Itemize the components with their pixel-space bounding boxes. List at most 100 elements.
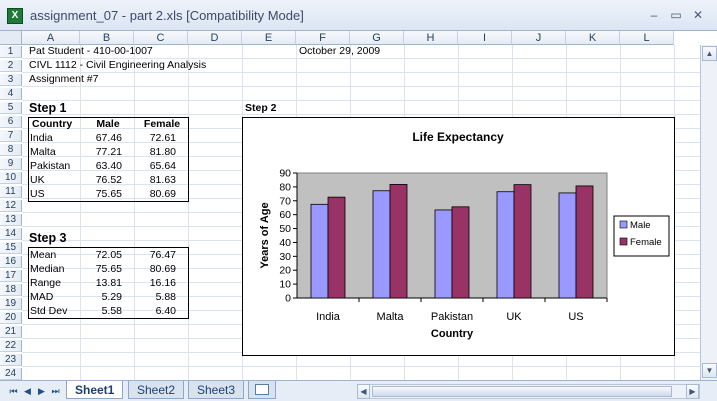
row-header-22[interactable]: 22 — [0, 340, 22, 352]
step1-header-country[interactable]: Country — [32, 118, 73, 130]
scroll-right-button[interactable]: ▶ — [686, 384, 699, 399]
column-header-k[interactable]: K — [566, 31, 620, 45]
row-header-8[interactable]: 8 — [0, 144, 22, 156]
horizontal-scrollbar[interactable]: ◀ ▶ — [357, 384, 700, 399]
tab-sheet3[interactable]: Sheet3 — [188, 381, 245, 399]
step1-row-male-cell[interactable]: 67.46 — [95, 132, 122, 144]
row-header-7[interactable]: 7 — [0, 130, 22, 142]
step3-row-label-cell[interactable]: Std Dev — [30, 305, 68, 317]
row-header-14[interactable]: 14 — [0, 228, 22, 240]
tab-sheet1[interactable]: Sheet1 — [66, 381, 124, 399]
row-header-18[interactable]: 18 — [0, 284, 22, 296]
scroll-left-button[interactable]: ◀ — [357, 384, 370, 399]
next-sheet-button[interactable]: ▶ — [38, 386, 45, 396]
step3-row-male-cell[interactable]: 72.05 — [95, 249, 122, 261]
row-header-19[interactable]: 19 — [0, 298, 22, 310]
row-header-6[interactable]: 6 — [0, 116, 22, 128]
row-header-17[interactable]: 17 — [0, 270, 22, 282]
close-button[interactable]: ✕ — [692, 8, 704, 22]
scroll-up-button[interactable]: ▲ — [702, 46, 717, 61]
first-sheet-button[interactable]: ⏮ — [9, 386, 18, 396]
life-expectancy-chart[interactable]: Life Expectancy 0 10 20 30 40 50 60 70 80 90 India M… — [242, 117, 675, 356]
step1-row-label-cell[interactable]: India — [30, 132, 53, 144]
row-header-5[interactable]: 5 — [0, 102, 22, 114]
step1-header-male[interactable]: Male — [96, 118, 120, 130]
step3-row-male-cell[interactable]: 5.58 — [101, 305, 122, 317]
row-header-15[interactable]: 15 — [0, 242, 22, 254]
assignment-cell[interactable]: Assignment #7 — [29, 73, 99, 85]
column-header-e[interactable]: E — [242, 31, 296, 45]
select-all-corner[interactable] — [0, 31, 22, 45]
step1-row-male-cell[interactable]: 75.65 — [95, 188, 122, 200]
row-header-16[interactable]: 16 — [0, 256, 22, 268]
step3-row-female-cell[interactable]: 6.40 — [155, 305, 176, 317]
step1-row-male-cell[interactable]: 76.52 — [95, 174, 122, 186]
step1-label[interactable]: Step 1 — [29, 101, 67, 115]
step3-row-female-cell[interactable]: 5.88 — [155, 291, 176, 303]
row-header-21[interactable]: 21 — [0, 326, 22, 338]
step3-row-female-cell[interactable]: 16.16 — [149, 277, 176, 289]
restore-button[interactable]: ▭ — [670, 8, 682, 22]
column-header-j[interactable]: J — [512, 31, 566, 45]
step1-row-label-cell[interactable]: Pakistan — [30, 160, 71, 172]
step1-row-label-cell[interactable]: Malta — [30, 146, 56, 158]
column-header-d[interactable]: D — [188, 31, 242, 45]
row-header-2[interactable]: 2 — [0, 60, 22, 72]
step2-label[interactable]: Step 2 — [245, 102, 277, 114]
step1-row-female-cell[interactable]: 72.61 — [149, 132, 176, 144]
row-header-11[interactable]: 11 — [0, 186, 22, 198]
student-name-cell[interactable]: Pat Student - 410-00-1007 — [29, 45, 153, 57]
step1-row-male-cell[interactable]: 63.40 — [95, 160, 122, 172]
step1-row-male-cell[interactable]: 77.21 — [95, 146, 122, 158]
column-header-i[interactable]: I — [458, 31, 512, 45]
step1-row-female-cell[interactable]: 81.80 — [149, 146, 176, 158]
vertical-scrollbar[interactable]: ▲ ▼ — [700, 45, 717, 380]
course-cell[interactable]: CIVL 1112 - Civil Engineering Analysis — [29, 59, 207, 71]
step3-row-female-cell[interactable]: 80.69 — [149, 263, 176, 275]
row-header-13[interactable]: 13 — [0, 214, 22, 226]
step1-header-female[interactable]: Female — [143, 118, 181, 130]
step3-row-male-cell[interactable]: 5.29 — [101, 291, 122, 303]
bar-male-malta — [372, 190, 391, 299]
column-header-a[interactable]: A — [22, 31, 80, 45]
step3-row-female-cell[interactable]: 76.47 — [149, 249, 176, 261]
row-header-10[interactable]: 10 — [0, 172, 22, 184]
row-header-24[interactable]: 24 — [0, 368, 22, 380]
step3-row-male-cell[interactable]: 75.65 — [95, 263, 122, 275]
step3-row-label-cell[interactable]: MAD — [30, 291, 54, 303]
column-header-b[interactable]: B — [80, 31, 134, 45]
minimize-button[interactable]: – — [650, 8, 658, 22]
tab-sheet2[interactable]: Sheet2 — [128, 381, 185, 399]
horizontal-scroll-thumb[interactable] — [372, 386, 672, 397]
row-header-12[interactable]: 12 — [0, 200, 22, 212]
row-header-23[interactable]: 23 — [0, 354, 22, 366]
row-header-4[interactable]: 4 — [0, 88, 22, 100]
step3-label[interactable]: Step 3 — [29, 231, 67, 245]
step1-row-female-cell[interactable]: 65.64 — [149, 160, 176, 172]
legend-swatch-female — [619, 237, 628, 246]
column-header-g[interactable]: G — [350, 31, 404, 45]
row-header-20[interactable]: 20 — [0, 312, 22, 324]
insert-sheet-button[interactable] — [248, 381, 276, 399]
column-header-l[interactable]: L — [620, 31, 674, 45]
column-header-h[interactable]: H — [404, 31, 458, 45]
step1-row-female-cell[interactable]: 81.63 — [149, 174, 176, 186]
legend-label-male: Male — [630, 220, 651, 231]
scroll-down-button[interactable]: ▼ — [702, 363, 717, 378]
y-tick-label: 30 — [279, 251, 291, 263]
step1-row-female-cell[interactable]: 80.69 — [149, 188, 176, 200]
step1-row-label-cell[interactable]: US — [30, 188, 45, 200]
last-sheet-button[interactable]: ⏭ — [51, 386, 60, 396]
column-header-c[interactable]: C — [134, 31, 188, 45]
row-header-3[interactable]: 3 — [0, 74, 22, 86]
step3-row-male-cell[interactable]: 13.81 — [95, 277, 122, 289]
prev-sheet-button[interactable]: ◀ — [24, 386, 31, 396]
step1-row-label-cell[interactable]: UK — [30, 174, 45, 186]
step3-row-label-cell[interactable]: Range — [30, 277, 61, 289]
column-header-f[interactable]: F — [296, 31, 350, 45]
row-header-9[interactable]: 9 — [0, 158, 22, 170]
step3-row-label-cell[interactable]: Median — [30, 263, 65, 275]
row-header-1[interactable]: 1 — [0, 46, 22, 58]
step3-row-label-cell[interactable]: Mean — [30, 249, 57, 261]
date-cell[interactable]: October 29, 2009 — [299, 45, 381, 57]
